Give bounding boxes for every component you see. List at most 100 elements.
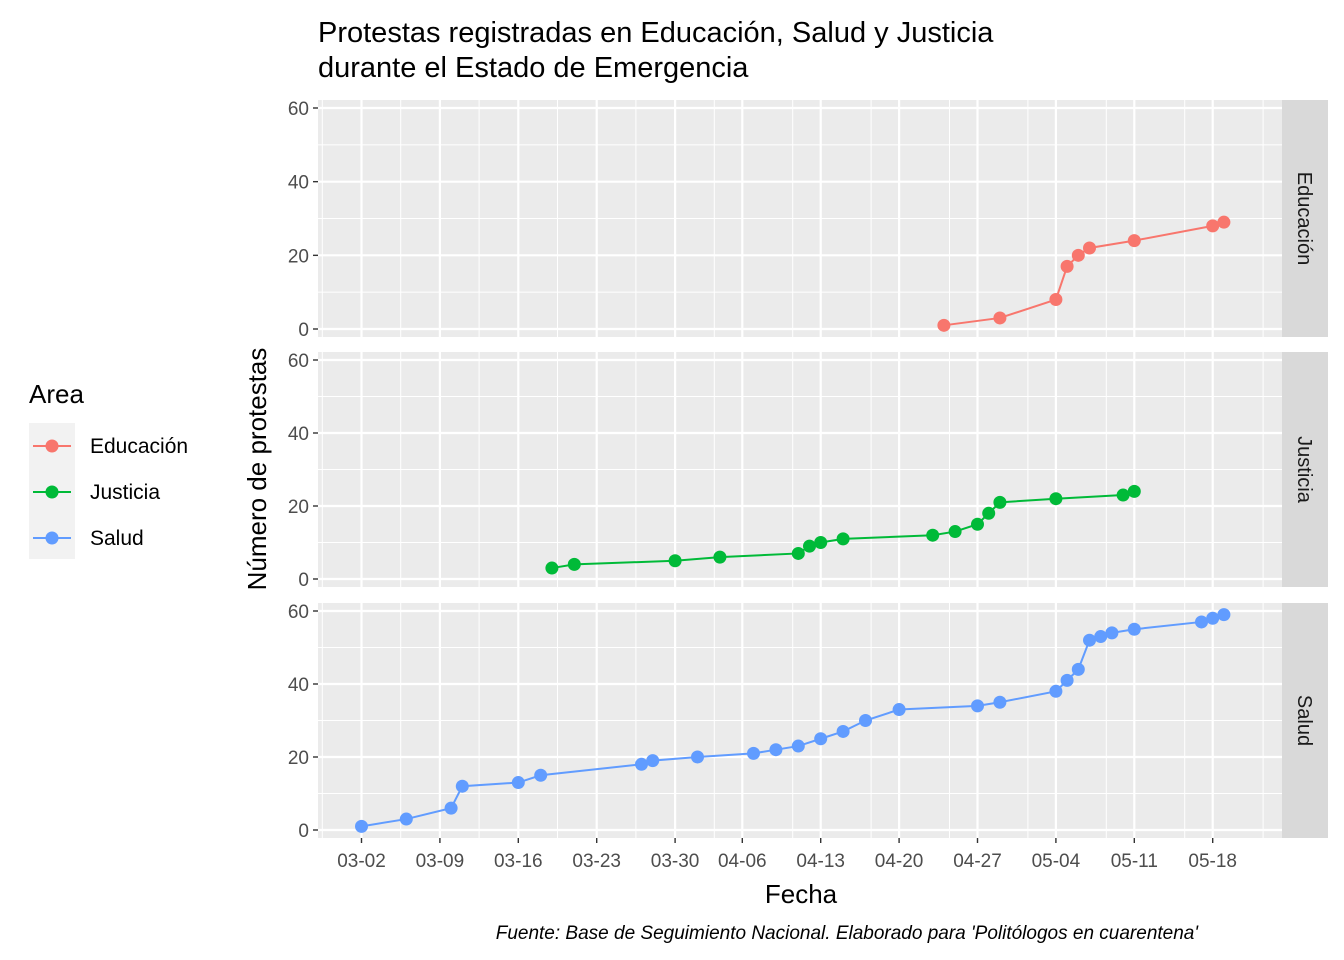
legend-title: Area bbox=[29, 379, 84, 409]
y-tick-label: 0 bbox=[298, 570, 309, 591]
facet-panels: 0 20 40 60 Educación 0 20 40 60 Justicia 0 20 40 60 Sa… bbox=[288, 99, 1328, 842]
x-tick-label: 03-23 bbox=[572, 851, 621, 872]
legend: Area Educación Justicia Salud bbox=[29, 379, 188, 559]
data-point bbox=[1094, 630, 1108, 644]
data-point bbox=[567, 557, 581, 571]
data-point bbox=[937, 318, 951, 332]
data-point bbox=[1083, 633, 1096, 647]
facet-panel: 0 20 40 60 Educación bbox=[288, 99, 1328, 341]
data-point bbox=[713, 550, 727, 564]
data-point bbox=[1105, 626, 1119, 640]
data-point bbox=[836, 724, 850, 738]
data-point bbox=[1217, 215, 1231, 229]
x-tick-label: 05-11 bbox=[1111, 851, 1158, 872]
data-point bbox=[646, 754, 660, 768]
data-point bbox=[1071, 662, 1085, 676]
facet-strip-label: Educación bbox=[1293, 172, 1315, 265]
x-axis: 03-02 03-09 03-16 03-23 03-30 04-06 04-13 04-20… bbox=[337, 838, 1237, 872]
data-point bbox=[971, 699, 984, 713]
data-point bbox=[455, 779, 469, 793]
data-point bbox=[791, 739, 805, 753]
x-tick-label: 03-02 bbox=[337, 851, 386, 872]
x-axis-label: Fecha bbox=[765, 879, 838, 909]
data-point bbox=[859, 714, 872, 727]
data-point bbox=[399, 812, 413, 826]
legend-entry: Salud bbox=[33, 527, 144, 550]
data-point bbox=[1206, 611, 1220, 625]
legend-key-point bbox=[45, 531, 59, 545]
y-tick-label: 40 bbox=[288, 675, 309, 696]
x-tick-label: 04-27 bbox=[953, 851, 1002, 872]
legend-entry-label: Justicia bbox=[90, 481, 160, 504]
data-point bbox=[892, 703, 906, 717]
data-point bbox=[534, 768, 548, 782]
series-line bbox=[551, 490, 1135, 570]
data-point bbox=[1049, 684, 1063, 698]
x-tick-label: 04-20 bbox=[875, 851, 924, 872]
data-point bbox=[948, 525, 962, 539]
y-tick-label: 60 bbox=[288, 99, 309, 120]
data-point bbox=[1127, 484, 1141, 498]
legend-key-point bbox=[45, 485, 59, 499]
data-point bbox=[971, 517, 984, 531]
x-tick-label: 04-06 bbox=[718, 851, 767, 872]
y-tick-label: 0 bbox=[298, 320, 309, 341]
legend-entry-label: Educación bbox=[90, 435, 188, 458]
legend-entry: Justicia bbox=[33, 481, 160, 504]
chart-title-line: durante el Estado de Emergencia bbox=[318, 52, 749, 84]
data-point bbox=[1060, 673, 1074, 687]
data-point bbox=[814, 732, 828, 746]
data-point bbox=[769, 743, 783, 757]
y-tick-label: 20 bbox=[288, 246, 309, 267]
data-point bbox=[791, 546, 805, 560]
data-point bbox=[1049, 492, 1063, 506]
x-tick-label: 05-04 bbox=[1032, 851, 1081, 872]
x-tick-label: 03-09 bbox=[416, 851, 465, 872]
data-point bbox=[982, 506, 996, 520]
data-point bbox=[1083, 241, 1096, 255]
y-tick-label: 20 bbox=[288, 748, 309, 769]
data-point bbox=[993, 695, 1007, 709]
data-point bbox=[444, 801, 458, 815]
data-point bbox=[836, 532, 850, 546]
data-point bbox=[1206, 219, 1220, 233]
data-point bbox=[1127, 234, 1141, 248]
data-point bbox=[1116, 488, 1130, 502]
facet-strip bbox=[1282, 603, 1328, 838]
data-point bbox=[511, 776, 525, 790]
chart-title-line: Protestas registradas en Educación, Salu… bbox=[318, 17, 994, 49]
data-point bbox=[668, 554, 682, 568]
data-point bbox=[691, 750, 704, 764]
data-point bbox=[1127, 622, 1141, 636]
chart-title: Protestas registradas en Educación, Salu… bbox=[318, 17, 994, 84]
facet-strip bbox=[1282, 100, 1328, 337]
x-tick-label: 05-18 bbox=[1188, 851, 1237, 872]
data-point bbox=[545, 561, 559, 575]
facet-strip-label: Salud bbox=[1293, 695, 1315, 746]
data-point bbox=[1217, 608, 1231, 622]
facet-panel: 0 20 40 60 Salud bbox=[288, 602, 1328, 842]
facet-strip bbox=[1282, 352, 1328, 587]
y-tick-label: 40 bbox=[288, 424, 309, 445]
x-tick-label: 04-13 bbox=[796, 851, 845, 872]
y-tick-label: 60 bbox=[288, 602, 309, 623]
data-point bbox=[1071, 248, 1085, 262]
y-tick-label: 20 bbox=[288, 497, 309, 518]
legend-key-point bbox=[45, 439, 59, 453]
data-point bbox=[926, 528, 940, 542]
data-point bbox=[747, 746, 760, 760]
legend-entry: Educación bbox=[33, 435, 188, 458]
facet-strip-label: Justicia bbox=[1293, 436, 1315, 504]
data-point bbox=[635, 757, 648, 771]
y-axis-label: Número de protestas bbox=[242, 348, 272, 591]
data-point bbox=[1049, 293, 1063, 307]
x-tick-label: 03-16 bbox=[494, 851, 543, 872]
data-point bbox=[355, 819, 368, 833]
x-tick-label: 03-30 bbox=[651, 851, 700, 872]
data-point bbox=[814, 536, 828, 549]
data-point bbox=[1195, 615, 1208, 629]
data-point bbox=[993, 311, 1007, 325]
legend-entry-label: Salud bbox=[90, 527, 144, 550]
data-point bbox=[993, 495, 1007, 509]
